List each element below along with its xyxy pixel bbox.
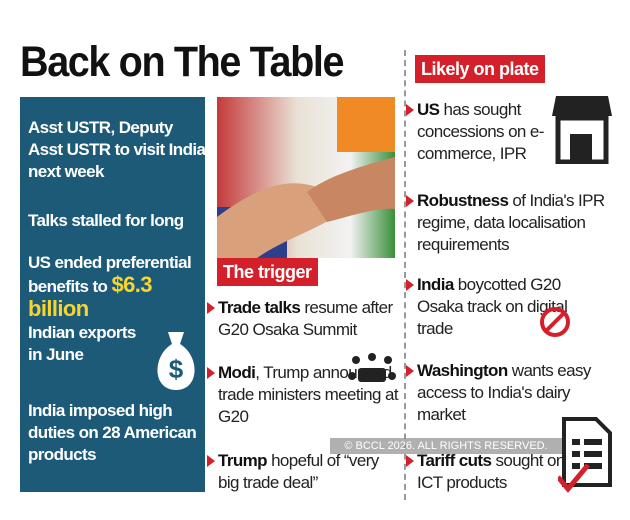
no-sign-icon <box>540 307 570 337</box>
plate-item: Robustness of India's IPR regime, data l… <box>406 190 617 256</box>
panel-highlight: $6.3 billion <box>28 272 153 321</box>
item-bold: Trump <box>218 451 268 470</box>
panel-text: Indian exports in June <box>28 323 136 364</box>
item-bold: Modi <box>218 363 256 382</box>
item-bold: Robustness <box>417 191 509 210</box>
meeting-icon <box>348 353 396 382</box>
item-bold: Washington <box>417 361 508 380</box>
trigger-label: The trigger <box>217 258 318 286</box>
money-bag-icon: $ <box>157 332 195 390</box>
item-text: wants easy access to India's dairy marke… <box>417 361 591 424</box>
panel-item: India imposed high duties on 28 American… <box>28 401 197 464</box>
plate-item: Tariff cuts sought on ICT products <box>406 450 567 494</box>
plate-label: Likely on plate <box>415 55 545 83</box>
document-icon <box>558 417 612 493</box>
item-text: resume after G20 Osaka Summit <box>218 298 393 339</box>
title: Back on The Table <box>20 38 345 86</box>
divider <box>404 50 406 500</box>
panel-item: Talks stalled for long <box>28 211 184 230</box>
svg-text:$: $ <box>169 354 184 384</box>
left-panel <box>20 97 205 492</box>
trigger-item: Trade talks resume after G20 Osaka Summi… <box>207 297 396 341</box>
plate-item: US has sought concessions on e-commerce,… <box>406 99 552 165</box>
trigger-item: Modi, Trump announced trade ministers me… <box>207 362 399 428</box>
handshake-photo <box>217 97 395 258</box>
panel-item: Asst USTR, Deputy Asst USTR to visit Ind… <box>28 118 206 181</box>
item-text: boycotted G20 Osaka track on digital tra… <box>417 275 568 338</box>
item-text: of India's IPR regime, data localisation… <box>417 191 605 254</box>
shop-icon <box>552 96 612 164</box>
item-bold: Tariff cuts <box>417 451 492 470</box>
item-bold: India <box>417 275 454 294</box>
plate-item: Washington wants easy access to India's … <box>406 360 617 426</box>
panel-item: US ended preferential benefits to $6.3 b… <box>28 252 206 366</box>
watermark: © BCCL 2026. ALL RIGHTS RESERVED. <box>330 438 562 454</box>
trigger-item: Trump hopeful of “very big trade deal” <box>207 450 403 494</box>
item-text: has sought concessions on e-commerce, IP… <box>417 100 544 163</box>
item-text: , Trump announced trade ministers meetin… <box>218 363 399 426</box>
item-bold: Trade talks <box>218 298 301 317</box>
item-text: hopeful of “very big trade deal” <box>218 451 379 492</box>
item-bold: US <box>417 100 440 119</box>
plate-item: India boycotted G20 Osaka track on digit… <box>406 274 582 340</box>
panel-text: US ended preferential benefits to <box>28 253 192 296</box>
item-text: sought on ICT products <box>417 451 565 492</box>
